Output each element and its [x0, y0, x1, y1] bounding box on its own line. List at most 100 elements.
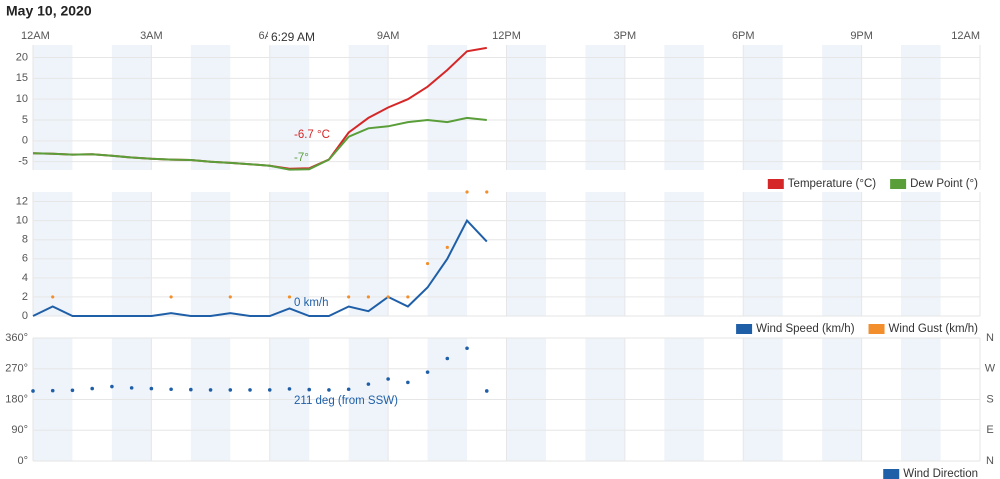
y-tick-label: 15 — [16, 72, 28, 84]
hour-band — [348, 45, 389, 170]
y-tick-label: 4 — [22, 272, 28, 284]
series-point — [465, 346, 469, 351]
x-tick-label: 12PM — [492, 30, 521, 42]
y-tick-label: 2 — [22, 291, 28, 303]
series-point — [327, 388, 331, 392]
series-point — [267, 388, 272, 392]
series-point — [425, 261, 430, 266]
annotation: -6.7 °C — [294, 129, 330, 141]
hour-band — [427, 45, 468, 170]
series-point — [346, 387, 351, 392]
y-tick-label: 6 — [22, 253, 28, 265]
series-point — [110, 384, 114, 389]
legend-swatch — [868, 324, 885, 334]
y2-tick-label: N — [986, 455, 994, 467]
hour-band — [743, 192, 783, 316]
series-point — [347, 295, 351, 299]
y-tick-label: 0 — [22, 135, 28, 147]
crosshair-label: 6:29 AM — [271, 30, 315, 44]
annotation: -7° — [294, 152, 309, 164]
series-point — [51, 295, 55, 299]
crosshair-label-bg — [267, 29, 319, 46]
x-tick-label: 3PM — [614, 30, 637, 42]
y2-tick-label: W — [985, 363, 996, 375]
series-point — [90, 386, 94, 391]
series-point — [228, 388, 233, 392]
y-tick-label: 270° — [5, 363, 28, 375]
y-tick-label: -5 — [18, 156, 28, 168]
series-point — [386, 377, 390, 381]
series-point — [50, 388, 55, 393]
series-point — [189, 387, 193, 392]
page-title: May 10, 2020 — [6, 3, 92, 19]
series-point — [406, 380, 410, 385]
hour-band — [506, 45, 546, 170]
series-point — [425, 370, 430, 374]
hour-band — [822, 192, 862, 316]
series-point — [248, 388, 252, 392]
x-tick-label: 9PM — [850, 30, 873, 42]
series-point — [287, 387, 292, 391]
x-tick-label: 6PM — [732, 30, 755, 42]
y-tick-label: 0 — [22, 310, 28, 322]
legend-label: Wind Gust (km/h) — [889, 323, 979, 335]
legend-swatch — [767, 179, 784, 189]
hour-band — [506, 192, 546, 316]
series-point — [465, 190, 469, 194]
series-point — [406, 295, 410, 299]
y-tick-label: 10 — [16, 215, 28, 227]
y-tick-label: 360° — [5, 332, 28, 344]
series-point — [287, 295, 292, 299]
hour-band — [111, 192, 152, 316]
hour-band — [111, 45, 152, 170]
series-point — [485, 190, 489, 194]
hour-band — [427, 192, 468, 316]
hour-band — [585, 192, 625, 316]
x-tick-label: 3AM — [140, 30, 163, 42]
series-line — [32, 46, 487, 170]
annotation: 0 km/h — [294, 297, 329, 309]
hour-band — [822, 45, 862, 170]
y2-tick-label: S — [986, 393, 993, 405]
y2-tick-label: N — [986, 332, 994, 344]
series-point — [366, 382, 371, 386]
legend-label: Dew Point (°) — [910, 178, 978, 190]
y-tick-label: 5 — [22, 114, 28, 126]
hour-band — [269, 45, 310, 170]
hour-band — [901, 192, 941, 316]
series-point — [484, 389, 489, 393]
series-point — [445, 245, 449, 249]
series-point — [169, 387, 173, 392]
x-tick-label: 12AM — [21, 30, 50, 42]
x-tick-label: 9AM — [377, 30, 400, 42]
series-point — [208, 388, 213, 392]
series-point — [31, 389, 35, 393]
series-point — [307, 387, 312, 392]
y-tick-label: 12 — [16, 195, 28, 207]
y-tick-label: 90° — [11, 424, 28, 436]
hour-band — [585, 45, 625, 170]
annotation: 211 deg (from SSW) — [294, 395, 398, 407]
legend-label: Wind Speed (km/h) — [756, 323, 855, 335]
legend-label: Temperature (°C) — [788, 178, 876, 190]
legend-swatch — [883, 469, 900, 479]
series-point — [386, 295, 390, 299]
legend-label: Wind Direction — [903, 468, 978, 479]
series-line — [32, 218, 488, 317]
series-point — [149, 386, 154, 391]
hour-band — [901, 45, 941, 170]
series-line — [32, 116, 487, 171]
legend-swatch — [890, 179, 907, 189]
hour-band — [190, 45, 231, 170]
series-point — [445, 356, 450, 361]
hour-band — [190, 192, 231, 316]
legend-swatch — [736, 324, 753, 334]
y-tick-label: 8 — [22, 234, 28, 246]
y-tick-label: 0° — [17, 455, 28, 467]
hour-band — [664, 192, 704, 316]
series-point — [366, 295, 370, 299]
series-point — [228, 295, 232, 299]
series-point — [129, 386, 134, 390]
y-tick-label: 20 — [16, 51, 28, 63]
